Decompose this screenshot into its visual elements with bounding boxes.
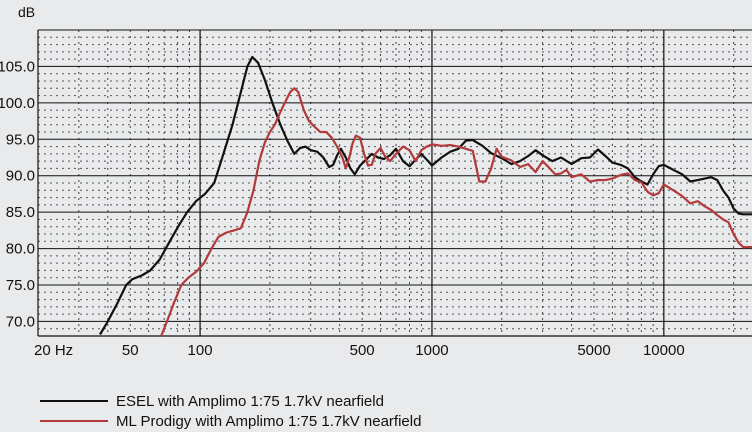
y-tick-labels: 70.0 75.0 80.0 85.0 90.0 95.0 100.0 105.0 xyxy=(0,58,35,330)
y-tick-label: 100.0 xyxy=(0,95,35,112)
y-tick-label: 85.0 xyxy=(6,204,35,221)
y-axis-label: dB xyxy=(18,4,35,20)
major-grid xyxy=(37,29,752,337)
x-tick-label: 20 Hz xyxy=(34,342,73,359)
x-tick-labels: 20 Hz 50 100 500 1000 5000 10000 xyxy=(34,342,685,359)
legend-swatch-ml-prodigy xyxy=(40,420,108,422)
x-tick-label: 50 xyxy=(122,342,139,359)
y-tick-label: 75.0 xyxy=(6,277,35,294)
y-tick-label: 90.0 xyxy=(6,168,35,185)
x-tick-label: 500 xyxy=(350,342,375,359)
minor-grid xyxy=(37,30,752,337)
x-tick-label: 5000 xyxy=(577,342,610,359)
legend-label-esel: ESEL with Amplimo 1:75 1.7kV nearfield xyxy=(116,392,384,410)
legend-item-ml-prodigy: ML Prodigy with Amplimo 1:75 1.7kV nearf… xyxy=(40,411,421,431)
x-tick-label: 10000 xyxy=(643,342,685,359)
series-layer xyxy=(99,55,752,337)
y-tick-label: 70.0 xyxy=(6,313,35,330)
legend-swatch-esel xyxy=(40,400,108,402)
x-tick-label: 1000 xyxy=(415,342,448,359)
legend: ESEL with Amplimo 1:75 1.7kV nearfield M… xyxy=(40,391,421,431)
legend-label-ml-prodigy: ML Prodigy with Amplimo 1:75 1.7kV nearf… xyxy=(116,412,422,430)
y-tick-label: 105.0 xyxy=(0,58,35,75)
series-line-0 xyxy=(99,55,752,336)
y-tick-label: 95.0 xyxy=(6,131,35,148)
y-tick-label: 80.0 xyxy=(6,241,35,258)
x-tick-label: 100 xyxy=(188,342,213,359)
legend-item-esel: ESEL with Amplimo 1:75 1.7kV nearfield xyxy=(40,391,421,411)
series-line-1 xyxy=(160,87,752,337)
